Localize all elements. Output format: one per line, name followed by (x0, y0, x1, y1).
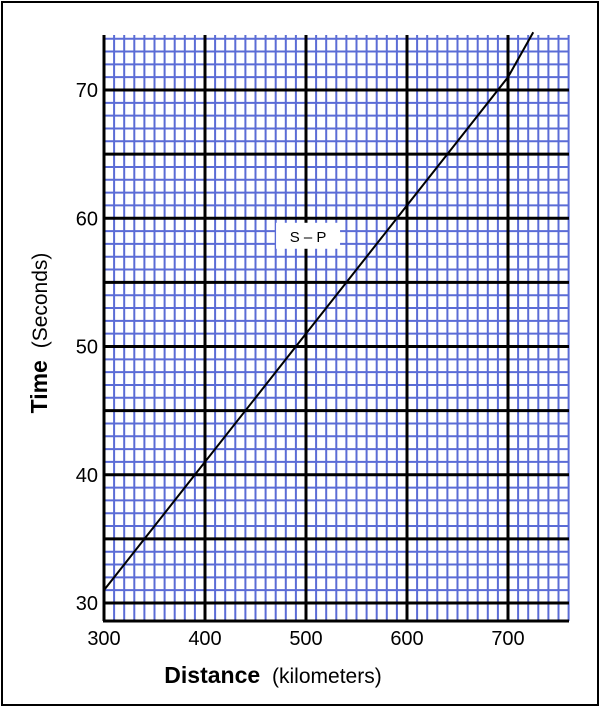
sp-label-box (276, 222, 341, 249)
x-tick-label: 500 (289, 628, 322, 650)
y-tick-label: 60 (76, 208, 98, 230)
x-tick-label: 600 (390, 628, 423, 650)
y-axis-title-unit: (Seconds) (29, 253, 52, 349)
x-axis-title-bold: Distance (164, 662, 260, 688)
y-tick-label: 30 (76, 593, 98, 615)
x-tick-label: 700 (491, 628, 524, 650)
x-axis-title-unit: (kilometers) (272, 665, 382, 688)
annotation-layer: S – P (276, 222, 341, 249)
x-tick-label: 300 (87, 628, 120, 650)
travel-time-chart: S – P 300 400 500 600 700 30 40 50 60 70 Distanc… (26, 31, 570, 688)
y-axis-title-bold: Time (26, 360, 52, 413)
x-tick-label: 400 (188, 628, 221, 650)
sp-label-text: S – P (290, 229, 327, 246)
sp-curve-label: S – P (276, 222, 341, 249)
series-layer (103, 31, 535, 591)
axes (102, 35, 569, 623)
x-tick-labels: 300 400 500 600 700 (87, 628, 524, 650)
y-tick-label: 50 (76, 337, 98, 359)
y-tick-label: 70 (76, 80, 98, 102)
x-axis-title: Distance (kilometers) (164, 662, 381, 688)
y-tick-label: 40 (76, 465, 98, 487)
sp-travel-time-line (103, 31, 535, 591)
y-axis-title: Time (Seconds) (26, 253, 52, 414)
major-grid (104, 35, 569, 621)
y-tick-labels: 30 40 50 60 70 (76, 80, 98, 615)
